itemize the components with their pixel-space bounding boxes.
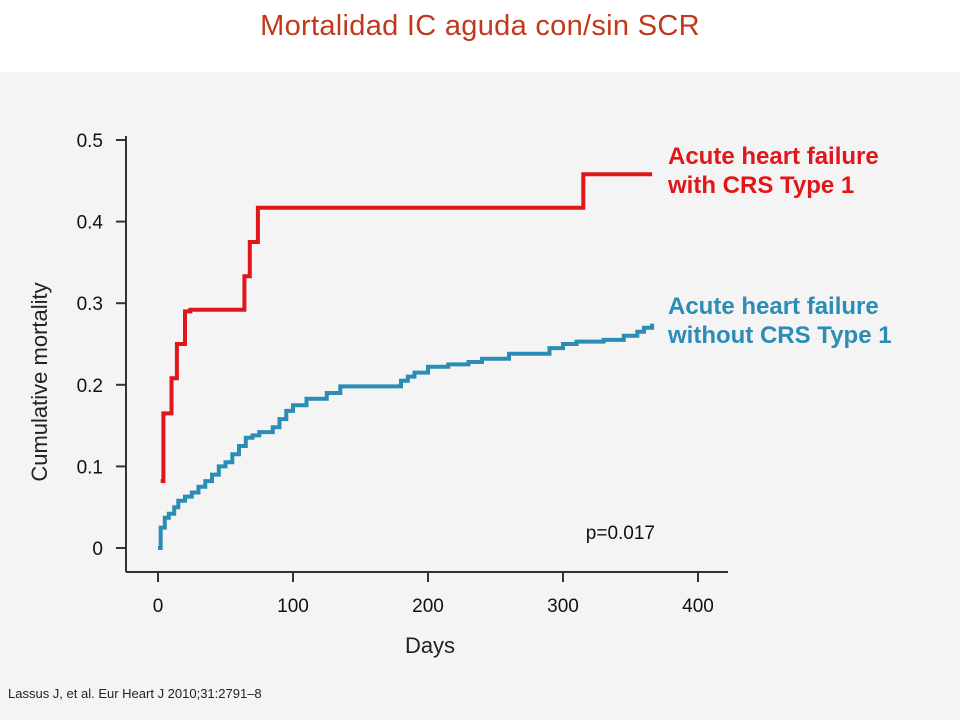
legend-entry-1: without CRS Type 1 <box>667 322 892 349</box>
legend-entry-1: Acute heart failure <box>668 293 879 320</box>
chart-series <box>158 172 655 550</box>
series-line-0 <box>160 172 653 484</box>
y-tick-label: 0.4 <box>77 213 104 234</box>
p-value-annotation: p=0.017 <box>586 523 655 544</box>
chart-axes: 0 0.1 0.2 0.3 0.4 0.5 0 100 200 300 400 <box>77 131 728 617</box>
x-tick-label: 0 <box>153 596 164 617</box>
x-tick-label: 200 <box>412 596 444 617</box>
y-tick-label: 0.2 <box>77 376 103 397</box>
km-chart: 0 0.1 0.2 0.3 0.4 0.5 0 100 200 300 400 Days Cumul… <box>27 131 892 658</box>
y-tick-label: 0.1 <box>77 457 103 478</box>
y-tick-label: 0.5 <box>77 131 103 152</box>
y-axis-label: Cumulative mortality <box>27 282 52 481</box>
citation: Lassus J, et al. Eur Heart J 2010;31:279… <box>8 686 262 701</box>
slide-title: Mortalidad IC aguda con/sin SCR <box>260 10 700 42</box>
series-line-1 <box>158 323 655 550</box>
legend-entry-0: Acute heart failure <box>668 143 879 170</box>
plot-panel <box>0 72 960 720</box>
x-axis-label: Days <box>405 633 455 658</box>
y-tick-label: 0.3 <box>77 294 103 315</box>
legend-entry-0: with CRS Type 1 <box>667 172 854 199</box>
x-tick-label: 100 <box>277 596 309 617</box>
x-tick-label: 400 <box>682 596 714 617</box>
x-tick-label: 300 <box>547 596 579 617</box>
chart-labels: Days Cumulative mortality p=0.017 <box>27 282 655 658</box>
y-tick-label: 0 <box>92 539 103 560</box>
